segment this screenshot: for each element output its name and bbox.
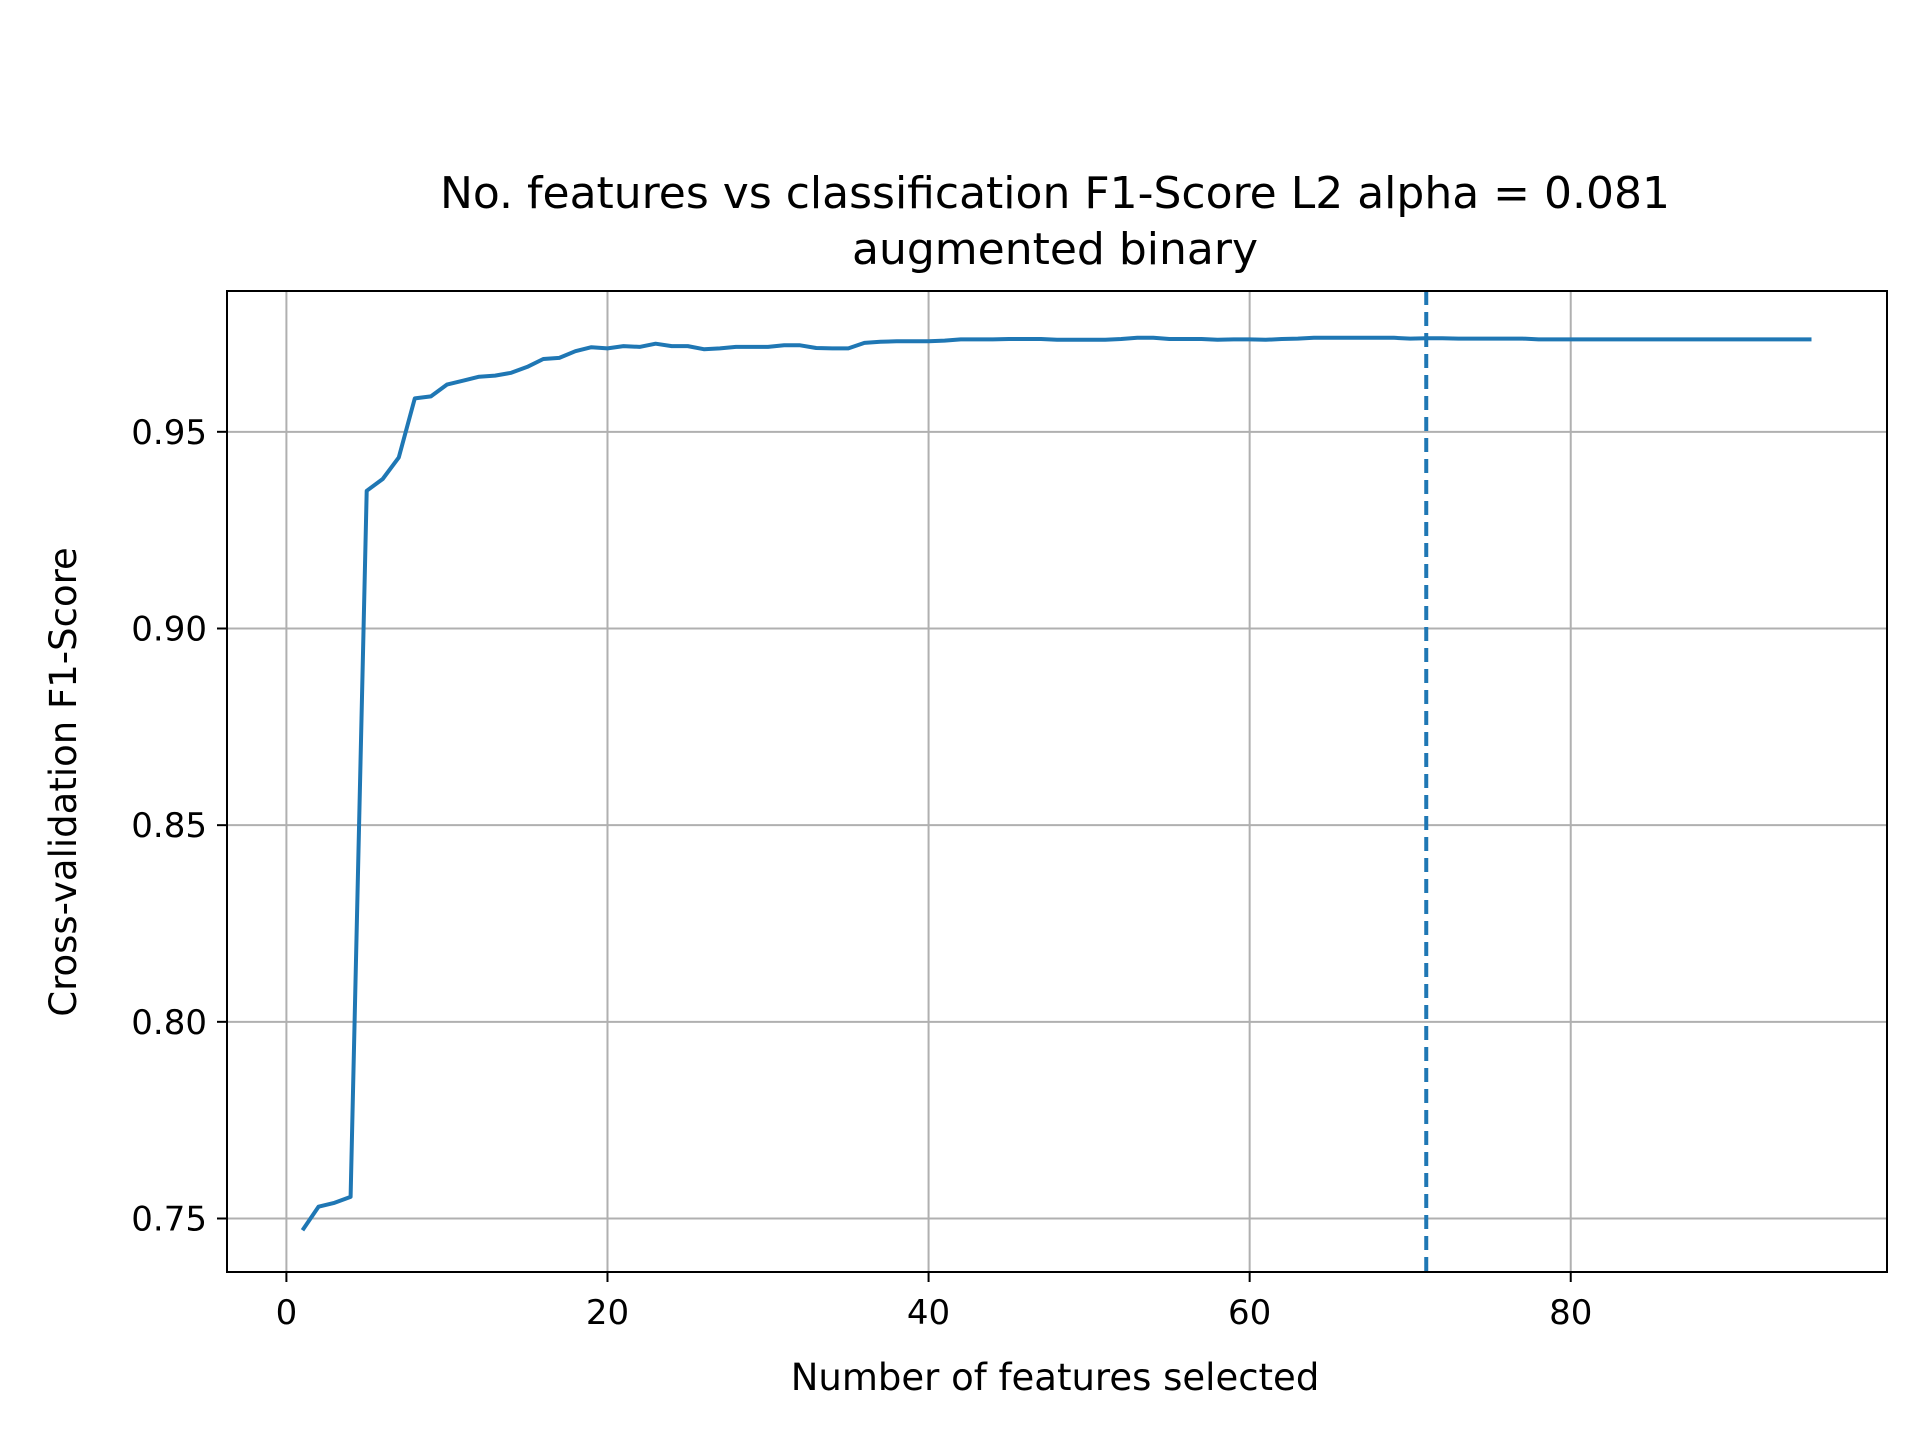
- x-tick-label: 0: [276, 1293, 298, 1333]
- plot-data: [300, 291, 1812, 1272]
- axis-ticks: 0 20 40 60 80 0.75 0.80 0.85 0.90 0.95: [131, 413, 1592, 1333]
- chart-title: No. features vs classification F1-Score …: [440, 168, 1670, 219]
- grid-lines: [227, 291, 1887, 1272]
- x-axis-label: Number of features selected: [791, 1356, 1320, 1399]
- x-tick-label: 20: [586, 1293, 629, 1333]
- y-tick-label: 0.80: [131, 1003, 207, 1043]
- y-tick-label: 0.90: [131, 609, 207, 649]
- y-tick-label: 0.95: [131, 413, 207, 453]
- chart-subtitle: augmented binary: [852, 224, 1258, 275]
- y-tick-label: 0.75: [131, 1200, 207, 1240]
- y-axis-label: Cross-validation F1-Score: [42, 547, 85, 1017]
- x-tick-label: 80: [1549, 1293, 1592, 1333]
- plot-area-frame: [226, 290, 1888, 1273]
- y-tick-label: 0.85: [131, 806, 207, 846]
- x-tick-label: 60: [1228, 1293, 1271, 1333]
- x-tick-label: 40: [907, 1293, 950, 1333]
- series-line: [300, 335, 1812, 1232]
